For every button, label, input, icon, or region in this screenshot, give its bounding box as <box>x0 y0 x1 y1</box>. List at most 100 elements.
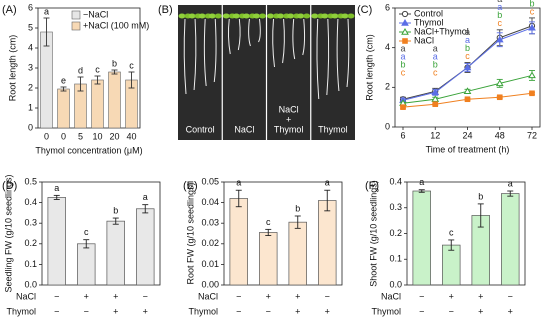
bar <box>288 221 307 286</box>
significance-letter: b <box>295 203 300 213</box>
y-tick-label: 4 <box>385 42 390 52</box>
plot-frame <box>41 181 161 286</box>
condition-sign: − <box>449 306 454 316</box>
seedling-root <box>272 18 275 68</box>
significance-letter: e <box>61 75 66 85</box>
condition-label: NaCl <box>198 291 218 301</box>
significance-letter: c <box>129 60 134 70</box>
y-tick-label: 0.02 <box>201 238 219 248</box>
significance-letter: a <box>465 27 470 37</box>
y-tick-label: 0.00 <box>201 279 219 289</box>
y-tick-label: 0.3 <box>389 202 402 212</box>
condition-sign: + <box>325 306 330 316</box>
x-tick-label: 10 <box>92 131 102 141</box>
plot-frame <box>223 181 343 286</box>
legend-label: NaCl+Thymol <box>414 26 469 36</box>
y-tick-label: 2 <box>385 82 390 92</box>
seedling-leaf <box>208 13 216 19</box>
point <box>431 88 440 95</box>
y-tick-label: 2 <box>28 82 33 92</box>
seedling-leaf <box>303 13 311 19</box>
significance-letter: a <box>465 35 470 45</box>
significance-letter: b <box>497 10 502 20</box>
condition-sign: + <box>508 306 513 316</box>
point <box>528 71 536 79</box>
photo-label: Thymol <box>274 124 304 134</box>
photo-label: Thymol <box>318 124 348 134</box>
x-tick-label: 72 <box>527 130 537 140</box>
y-tick-label: 0 <box>28 122 33 132</box>
condition-sign: + <box>113 291 118 301</box>
condition-sign: + <box>449 291 454 301</box>
y-tick-label: 0.2 <box>389 228 402 238</box>
significance-letter: c <box>465 51 470 61</box>
seedling-leaf <box>341 13 349 19</box>
seedling-root <box>336 18 340 92</box>
significance-letter: a <box>143 192 148 202</box>
y-tick-label: 0.3 <box>24 218 37 228</box>
y-tick-label: 0 <box>385 121 390 131</box>
y-tick-label: 0.5 <box>24 176 37 186</box>
point <box>463 63 472 71</box>
seedling-root <box>292 18 296 60</box>
bar <box>108 71 121 129</box>
point <box>528 23 536 31</box>
significance-letter: a <box>236 178 241 188</box>
panel-label: (B) <box>158 4 173 16</box>
significance-letter: b <box>112 58 117 68</box>
significance-letter: b <box>433 59 438 69</box>
condition-sign: − <box>266 306 271 316</box>
x-tick-label: 0 <box>61 131 66 141</box>
condition-label: Thymol <box>6 306 36 316</box>
seedling-leaf <box>259 13 266 19</box>
legend-label: Thymol <box>414 17 444 27</box>
condition-sign: + <box>478 306 483 316</box>
bar <box>442 244 461 286</box>
seedling-leaf <box>297 13 305 19</box>
legend-marker <box>401 10 409 18</box>
y-tick-label: 4 <box>28 42 33 52</box>
seedling-root <box>203 18 207 87</box>
x-tick-label: 48 <box>495 130 505 140</box>
legend-marker <box>401 18 409 26</box>
significance-letter: b <box>478 191 483 201</box>
significance-letter: a <box>419 177 424 187</box>
seedling-leaf <box>277 13 285 19</box>
x-tick-label: 5 <box>78 131 83 141</box>
legend-label: −NaCl <box>83 9 108 19</box>
significance-letter: a <box>54 183 59 193</box>
y-tick-label: 0.1 <box>389 254 402 264</box>
legend-label: NaCl <box>414 35 434 45</box>
significance-letter: a <box>497 0 502 4</box>
y-axis-label: Root FW (g/10 seedlings) <box>185 182 195 284</box>
significance-letter: a <box>497 2 502 12</box>
condition-sign: − <box>508 291 513 301</box>
significance-letter: a <box>325 178 330 188</box>
y-tick-label: 6 <box>28 2 33 12</box>
condition-sign: + <box>113 306 118 316</box>
x-tick-label: 0 <box>44 131 49 141</box>
panel-label: (D) <box>2 180 17 192</box>
y-tick-label: 0.4 <box>389 176 402 186</box>
seedling-root <box>227 18 231 55</box>
y-tick-label: 0.04 <box>201 197 219 207</box>
condition-sign: − <box>325 291 330 301</box>
y-tick-label: 0.0 <box>24 279 37 289</box>
seedling-leaf <box>331 13 339 19</box>
condition-sign: − <box>236 306 241 316</box>
panel-label: (F) <box>365 180 379 192</box>
significance-letter: c <box>433 67 438 77</box>
point <box>400 104 406 110</box>
bar <box>57 88 70 129</box>
condition-sign: − <box>84 306 89 316</box>
panel-label: (C) <box>357 4 372 16</box>
condition-sign: + <box>295 306 300 316</box>
y-tick-label: 0.01 <box>201 259 219 269</box>
y-tick-label: 0.1 <box>24 259 37 269</box>
seedling-leaf <box>287 13 295 19</box>
x-tick-label: 24 <box>462 130 472 140</box>
bar <box>136 208 155 286</box>
legend-swatch <box>71 10 81 20</box>
significance-letter: a <box>44 6 49 16</box>
